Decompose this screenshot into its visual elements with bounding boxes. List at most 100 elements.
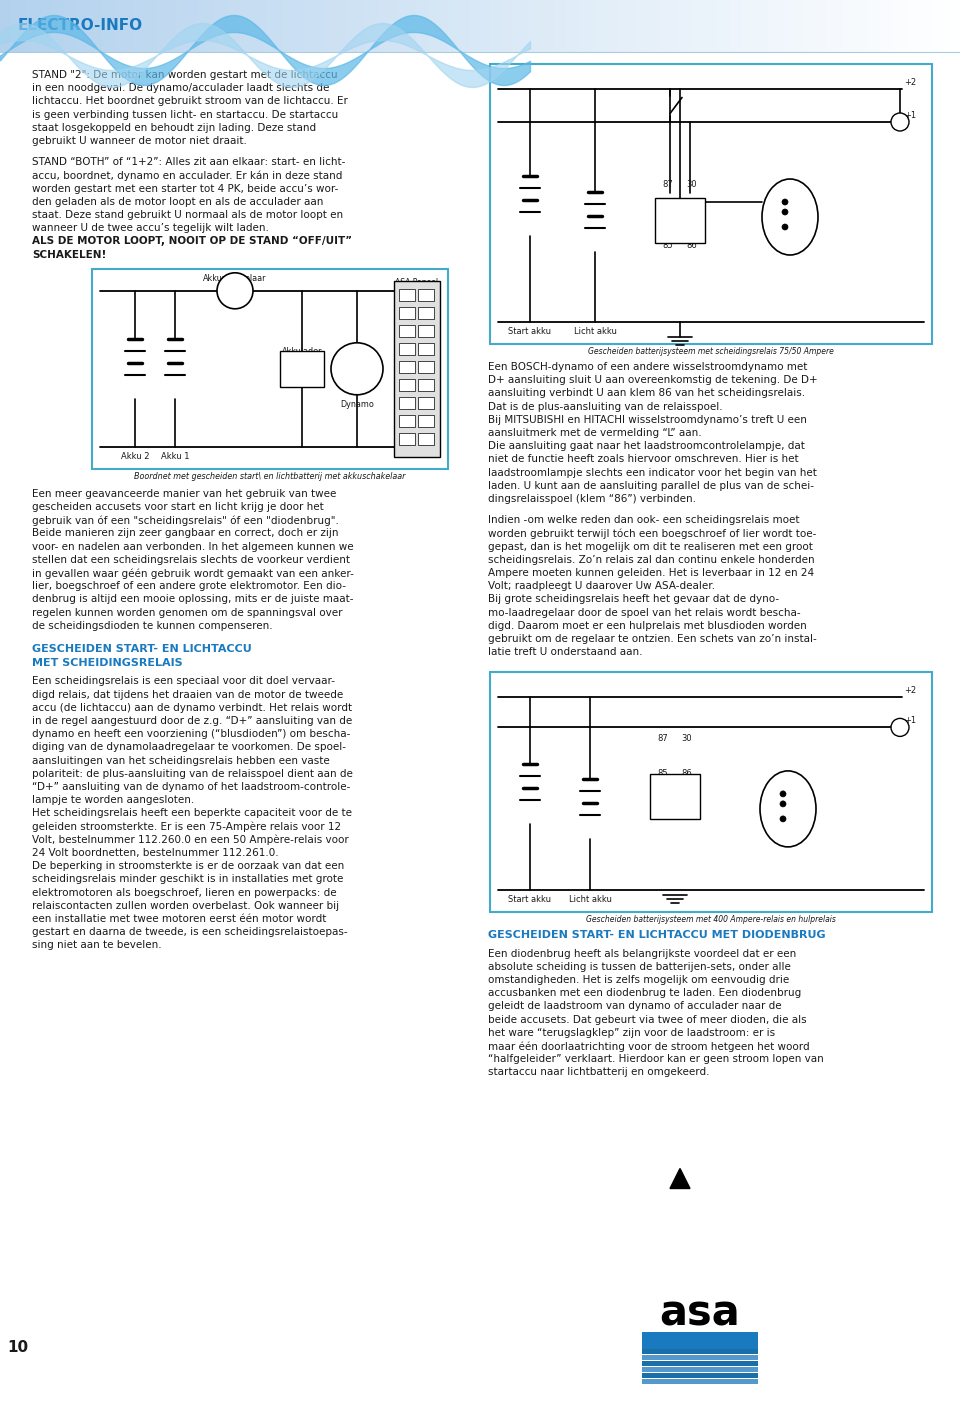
Text: dingsrelaisspoel (klem “86”) verbinden.: dingsrelaisspoel (klem “86”) verbinden. xyxy=(488,494,696,504)
Bar xyxy=(861,0,865,52)
Text: GESCHEIDEN START- EN LICHTACCU MET DIODENBRUG: GESCHEIDEN START- EN LICHTACCU MET DIODE… xyxy=(488,930,826,940)
Text: MET SCHEIDINGSRELAIS: MET SCHEIDINGSRELAIS xyxy=(32,658,182,668)
Text: “halfgeleider” verklaart. Hierdoor kan er geen stroom lopen van: “halfgeleider” verklaart. Hierdoor kan e… xyxy=(488,1054,824,1064)
Bar xyxy=(621,0,625,52)
Text: stellen dat een scheidingsrelais slechts de voorkeur verdient: stellen dat een scheidingsrelais slechts… xyxy=(32,554,350,564)
Bar xyxy=(554,0,558,52)
Bar xyxy=(86,0,90,52)
Bar xyxy=(144,0,148,52)
Bar xyxy=(669,0,673,52)
Bar xyxy=(372,0,375,52)
Bar xyxy=(934,0,939,52)
Bar xyxy=(710,0,714,52)
Text: Een meer geavanceerde manier van het gebruik van twee: Een meer geavanceerde manier van het geb… xyxy=(32,488,336,499)
Text: in de regel aangestuurd door de z.g. “D+” aansluiting van de: in de regel aangestuurd door de z.g. “D+… xyxy=(32,716,352,726)
Bar xyxy=(749,0,753,52)
Bar xyxy=(874,0,877,52)
Bar xyxy=(224,0,228,52)
Bar xyxy=(214,0,219,52)
Bar xyxy=(51,0,56,52)
Bar xyxy=(256,0,260,52)
Bar xyxy=(281,0,286,52)
Bar xyxy=(540,0,545,52)
Text: aansluitmerk met de vermelding “L” aan.: aansluitmerk met de vermelding “L” aan. xyxy=(488,428,702,438)
Bar xyxy=(58,0,61,52)
Bar xyxy=(938,0,942,52)
Bar xyxy=(804,0,807,52)
Text: dynamo en heeft een voorziening (“blusdioden”) om bescha-: dynamo en heeft een voorziening (“blusdi… xyxy=(32,729,350,739)
Bar xyxy=(329,0,334,52)
Text: lier, boegschroef of een andere grote elektromotor. Een dio-: lier, boegschroef of een andere grote el… xyxy=(32,581,346,591)
Bar xyxy=(468,0,471,52)
Bar xyxy=(280,350,324,387)
Text: den geladen als de motor loopt en als de acculader aan: den geladen als de motor loopt en als de… xyxy=(32,197,324,207)
Text: gebruikt U wanneer de motor niet draait.: gebruikt U wanneer de motor niet draait. xyxy=(32,136,247,146)
Bar xyxy=(617,0,622,52)
Text: Bij MITSUBISHI en HITACHI wisselstroomdynamo’s treft U een: Bij MITSUBISHI en HITACHI wisselstroomdy… xyxy=(488,415,806,425)
Bar xyxy=(202,0,205,52)
Bar xyxy=(790,0,795,52)
Bar xyxy=(298,0,301,52)
Circle shape xyxy=(891,719,909,736)
Circle shape xyxy=(217,273,253,308)
Bar xyxy=(950,0,954,52)
Text: “D+” aansluiting van de dynamo of het laadstroom-controle-: “D+” aansluiting van de dynamo of het la… xyxy=(32,782,350,792)
Bar xyxy=(300,0,305,52)
Bar xyxy=(418,397,434,409)
Text: Gescheiden batterijsysteem met 400 Ampere-relais en hulprelais: Gescheiden batterijsysteem met 400 Amper… xyxy=(586,916,836,924)
Bar xyxy=(399,360,415,373)
Bar xyxy=(823,0,827,52)
Text: Akku 1: Akku 1 xyxy=(160,452,189,461)
Bar xyxy=(653,0,657,52)
Bar xyxy=(758,0,762,52)
Bar xyxy=(883,0,887,52)
Bar xyxy=(199,0,203,52)
Text: een installatie met twee motoren eerst één motor wordt: een installatie met twee motoren eerst é… xyxy=(32,915,326,924)
Bar xyxy=(771,0,776,52)
Text: absolute scheiding is tussen de batterijen-sets, onder alle: absolute scheiding is tussen de batterij… xyxy=(488,962,791,972)
Bar xyxy=(38,0,42,52)
Text: +1: +1 xyxy=(904,716,916,726)
Bar xyxy=(746,0,750,52)
Bar xyxy=(55,0,59,52)
Bar xyxy=(103,0,107,52)
Bar xyxy=(835,0,839,52)
Bar xyxy=(819,0,824,52)
Bar xyxy=(672,0,676,52)
Bar xyxy=(573,0,577,52)
Bar xyxy=(112,0,116,52)
Text: Een scheidingsrelais is een speciaal voor dit doel vervaar-: Een scheidingsrelais is een speciaal voo… xyxy=(32,677,335,687)
Bar xyxy=(816,0,820,52)
Bar xyxy=(909,0,913,52)
Bar xyxy=(605,0,609,52)
Bar xyxy=(732,0,737,52)
Text: STAND “BOTH” of “1+2”: Alles zit aan elkaar: start- en licht-: STAND “BOTH” of “1+2”: Alles zit aan elk… xyxy=(32,158,346,167)
Bar xyxy=(218,0,222,52)
Bar xyxy=(797,0,801,52)
Text: polariteit: de plus-aansluiting van de relaisspoel dient aan de: polariteit: de plus-aansluiting van de r… xyxy=(32,768,353,779)
Text: omstandigheden. Het is zelfs mogelijk om eenvoudig drie: omstandigheden. Het is zelfs mogelijk om… xyxy=(488,975,789,985)
Bar xyxy=(368,0,372,52)
Bar xyxy=(650,774,700,819)
Text: +2: +2 xyxy=(904,77,916,87)
Bar xyxy=(890,0,894,52)
Bar xyxy=(221,0,225,52)
Text: STAND "2": De motor kan worden gestart met de lichtaccu: STAND "2": De motor kan worden gestart m… xyxy=(32,70,338,80)
Bar xyxy=(579,0,584,52)
Bar xyxy=(442,0,445,52)
Bar xyxy=(0,0,4,52)
Bar xyxy=(650,0,654,52)
Bar xyxy=(92,269,448,469)
Circle shape xyxy=(780,801,786,806)
Bar xyxy=(418,325,434,336)
Bar xyxy=(151,0,155,52)
Bar xyxy=(608,0,612,52)
Text: in een noodgeval. De dynamo/acculader laadt slechts de: in een noodgeval. De dynamo/acculader la… xyxy=(32,83,329,93)
Bar xyxy=(642,1373,758,1377)
Bar xyxy=(346,0,349,52)
Text: digd relais, dat tijdens het draaien van de motor de tweede: digd relais, dat tijdens het draaien van… xyxy=(32,689,344,699)
Bar xyxy=(720,0,724,52)
Bar xyxy=(134,0,138,52)
Bar xyxy=(173,0,177,52)
Bar xyxy=(45,0,49,52)
